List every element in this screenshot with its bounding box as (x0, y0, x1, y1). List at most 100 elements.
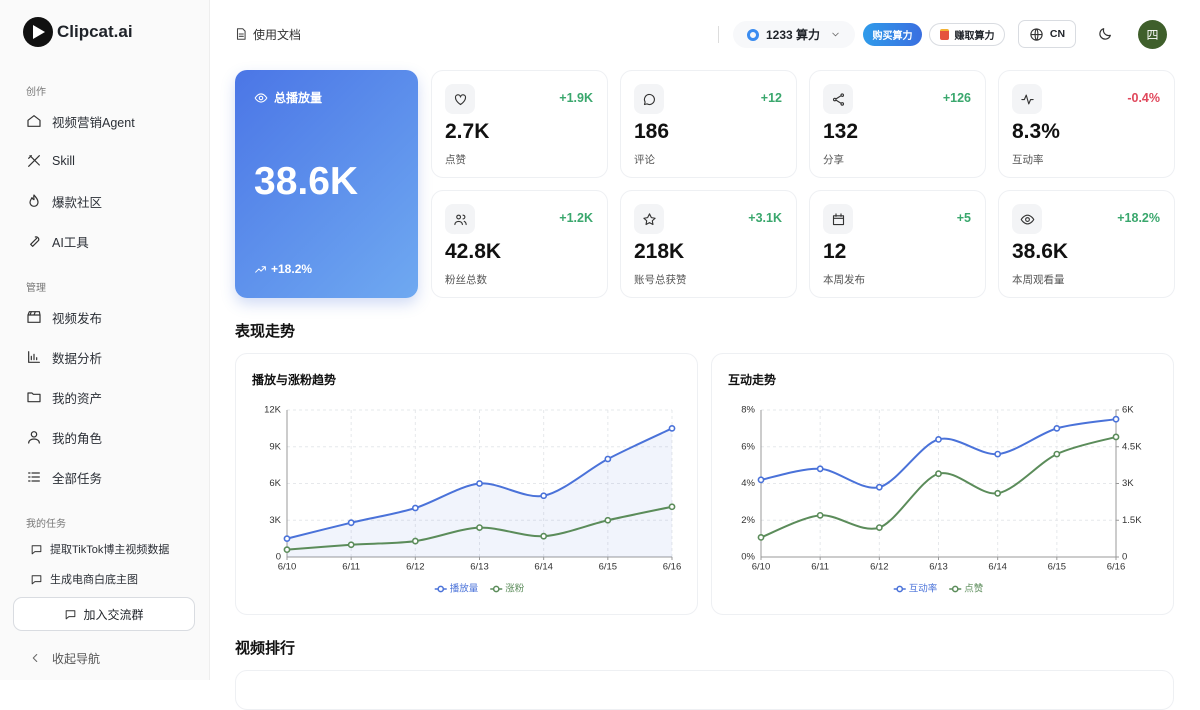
icon (29, 194, 39, 207)
icon (1030, 27, 1043, 41)
stat-value: 2.7K (445, 120, 490, 143)
icon (832, 32, 839, 37)
icon-shape (27, 392, 41, 403)
nav-label: 我的角色 (52, 431, 103, 446)
stat-value: 8.3% (1012, 120, 1060, 143)
stat-change: +12 (760, 91, 782, 105)
point (757, 533, 765, 541)
icon (32, 653, 38, 663)
point (347, 519, 355, 527)
nav-item[interactable]: AI工具 (26, 229, 89, 253)
stat-value: 38.6K (1012, 240, 1069, 263)
stat-icon (823, 84, 853, 114)
y-tick-label: 6K (269, 478, 281, 489)
point (283, 546, 291, 554)
icon-shape (832, 32, 839, 37)
section-heading: 表现走势 (235, 323, 296, 340)
stat-card: -0.4% 8.3% 互动率 (998, 70, 1175, 178)
icon (255, 265, 266, 273)
sidebar: Clipcat.ai 创作 视频营销Agent Skill 爆款社区 AI工具 管理 视频发… (0, 0, 210, 680)
chart-title: 播放与涨粉趋势 (252, 372, 336, 387)
stat-card: +126 132 分享 (809, 70, 986, 178)
x-tick-label: 6/11 (811, 562, 829, 573)
icon (832, 212, 844, 225)
icon (31, 544, 42, 554)
icon-shape (30, 236, 40, 247)
credit-icon (746, 28, 759, 41)
point (1053, 450, 1061, 458)
icon (66, 609, 76, 619)
hero-value: 38.6K (254, 160, 359, 203)
nav-label: 数据分析 (52, 351, 103, 366)
nav-item[interactable]: 生成电商白底主图 (30, 567, 138, 591)
icon-shape (832, 92, 844, 106)
ranking-card (235, 670, 1174, 710)
stat-label: 互动率 (1012, 154, 1044, 166)
icon-shape (28, 351, 40, 363)
hero-card: 总播放量 38.6K +18.2% (235, 70, 418, 298)
stat-card: +18.2% 38.6K 本周观看量 (998, 190, 1175, 298)
x-tick-label: 6/15 (1048, 562, 1067, 573)
icon (28, 351, 40, 363)
icon (254, 92, 268, 103)
icon-shape (32, 653, 38, 663)
y-tick-label: 12K (264, 405, 282, 416)
collapse-label: 收起导航 (52, 651, 101, 666)
y-tick-label: 0 (276, 552, 281, 563)
nav-item[interactable]: 视频发布 (26, 305, 102, 329)
icon-shape (453, 214, 467, 225)
docs-link[interactable]: 使用文档 (234, 24, 301, 44)
nav-item[interactable]: 全部任务 (26, 465, 102, 489)
icon-shape (1020, 214, 1034, 224)
point (476, 524, 483, 531)
icon-shape (236, 28, 246, 40)
nav-label: 爆款社区 (52, 195, 103, 210)
buy-button[interactable]: 购买算力 (863, 23, 922, 46)
lang-label: CN (1049, 28, 1066, 40)
point (1112, 433, 1120, 441)
y-tick-label: 6% (741, 441, 755, 452)
x-tick-label: 6/14 (534, 562, 553, 573)
earn-button[interactable]: 赚取算力 (929, 23, 1005, 46)
stat-icon (634, 204, 664, 234)
stat-icon (445, 84, 475, 114)
x-tick-label: 6/13 (929, 562, 948, 573)
join-label: 加入交流群 (83, 607, 144, 622)
y-tick-label: 4% (741, 478, 755, 489)
stat-card: +1.2K 42.8K 粉丝总数 (431, 190, 608, 298)
y-tick-label: 0% (741, 552, 755, 563)
nav-item[interactable]: 爆款社区 (26, 189, 102, 213)
nav-item[interactable]: 数据分析 (26, 345, 102, 369)
collapse-nav[interactable]: 收起导航 (28, 646, 100, 670)
x-tick-label: 6/12 (870, 562, 889, 573)
icon-shape (28, 431, 40, 444)
stat-card: +5 12 本周发布 (809, 190, 986, 298)
icon-shape (66, 609, 76, 619)
stat-icon (823, 204, 853, 234)
lang-button[interactable]: CN (1018, 20, 1076, 48)
nav-item[interactable]: 我的角色 (26, 425, 102, 449)
theme-toggle[interactable] (1095, 24, 1115, 44)
y2-tick-label: 3K (1122, 478, 1134, 489)
page: { "sidebar":{ "brand":"Clipcat.ai", "sec… (0, 0, 1175, 710)
point (816, 511, 824, 519)
stat-icon (1012, 84, 1042, 114)
stat-change: +126 (942, 91, 971, 105)
point (411, 504, 419, 512)
icon-shape (31, 574, 42, 584)
hero-change-text: +18.2% (271, 262, 313, 276)
nav-item[interactable]: Skill (26, 149, 75, 173)
nav-label: 视频营销Agent (52, 115, 135, 130)
y2-tick-label: 0 (1122, 552, 1127, 563)
icon-shape (454, 93, 466, 105)
stat-label: 粉丝总数 (445, 274, 487, 286)
credits[interactable]: 1233 算力 (733, 21, 855, 48)
join-button[interactable]: 加入交流群 (13, 597, 195, 631)
x-tick-label: 6/16 (663, 562, 682, 573)
nav-item[interactable]: 我的资产 (26, 385, 102, 409)
nav-item[interactable]: 提取TikTok博主视频数据 (30, 537, 169, 561)
nav-item[interactable]: 视频营销Agent (26, 109, 135, 133)
chart: 播放与涨粉趋势 0 3K 6K 9K 12K 6/10 6/11 6/12 6/13 6/14 6/1… (252, 372, 682, 594)
nav-label: 提取TikTok博主视频数据 (50, 544, 170, 556)
avatar[interactable]: 四 (1138, 20, 1167, 49)
